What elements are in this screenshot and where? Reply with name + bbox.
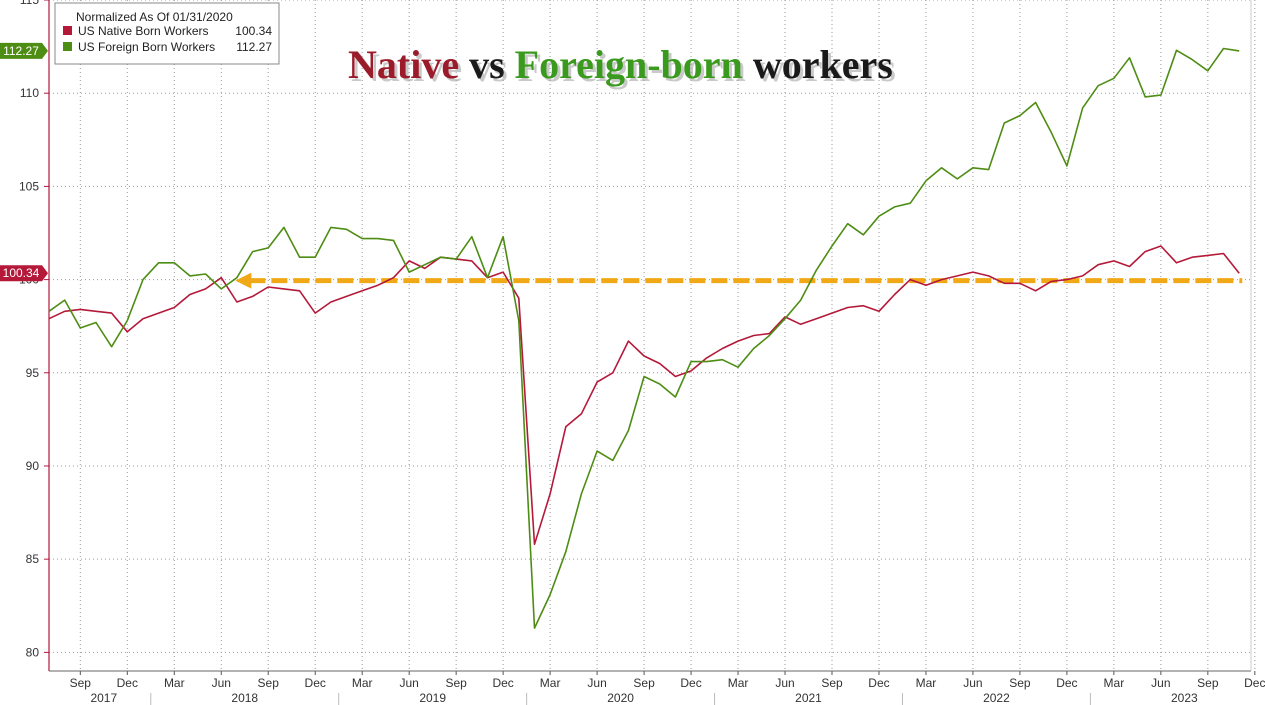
badge-shape <box>0 42 48 59</box>
title-part: vs <box>459 42 515 87</box>
y-tick-label: 80 <box>26 645 40 659</box>
x-tick-label: Dec <box>680 676 701 690</box>
last-value-badge-foreign: 112.27 <box>0 42 48 59</box>
title-shadow-part: vs <box>462 45 518 90</box>
x-tick-label: Jun <box>775 676 794 690</box>
series-line-native <box>48 245 1240 546</box>
x-tick-label: Jun <box>587 676 606 690</box>
x-tick-label: Dec <box>492 676 513 690</box>
last-value-badge-native: 100.34 <box>0 265 48 282</box>
x-tick-label: Dec <box>868 676 889 690</box>
x-year-label: 2023 <box>1171 691 1198 705</box>
x-tick-label: Mar <box>1104 676 1125 690</box>
legend-frame <box>54 2 280 65</box>
x-tick-label: Sep <box>70 676 92 690</box>
x-tick-label: Jun <box>400 676 419 690</box>
legend-series-value: 112.27 <box>236 40 272 54</box>
badge-value: 112.27 <box>3 44 39 58</box>
x-year-label: 2018 <box>231 691 258 705</box>
y-tick-label: 115 <box>20 0 39 7</box>
x-tick-label: Sep <box>258 676 280 690</box>
x-tick-label: Jun <box>212 676 231 690</box>
axes <box>44 0 1256 705</box>
y-tick-label: 95 <box>26 366 40 380</box>
x-tick-label: Dec <box>1244 676 1265 690</box>
x-tick-label: Sep <box>1009 676 1031 690</box>
grid-lines <box>49 0 1256 671</box>
x-tick-label: Mar <box>540 676 561 690</box>
reference-arrowhead <box>235 272 252 289</box>
series-lines <box>48 47 1240 629</box>
x-tick-label: Sep <box>1197 676 1219 690</box>
title: Native vs Foreign-born workers <box>348 42 893 87</box>
title-shadow-part: Native <box>351 45 462 90</box>
title-shadow-part: Foreign-born <box>518 45 746 90</box>
title-part: workers <box>743 42 893 87</box>
title-shadow: Native vs Foreign-born workers <box>351 45 896 90</box>
y-tick-label: 105 <box>19 179 39 193</box>
x-year-label: 2017 <box>90 691 117 705</box>
title-part: Native <box>348 42 459 87</box>
x-year-label: 2022 <box>983 691 1010 705</box>
x-tick-label: Sep <box>445 676 467 690</box>
title-part: Foreign-born <box>515 42 743 87</box>
legend-header: Normalized As Of 01/31/2020 <box>76 10 233 24</box>
x-tick-label: Sep <box>821 676 843 690</box>
reference-arrow <box>235 272 1243 289</box>
title-shadow-part: workers <box>746 45 896 90</box>
legend-series-value: 100.34 <box>235 24 272 38</box>
legend-series-name: US Foreign Born Workers <box>78 40 215 54</box>
x-tick-label: Sep <box>633 676 655 690</box>
x-tick-label: Mar <box>352 676 373 690</box>
x-tick-label: Mar <box>728 676 749 690</box>
y-tick-label: 90 <box>26 459 40 473</box>
x-year-label: 2021 <box>795 691 822 705</box>
badge-shape <box>0 265 48 282</box>
y-tick-label: 85 <box>26 552 40 566</box>
y-tick-label: 110 <box>20 86 39 100</box>
x-tick-label: Dec <box>117 676 138 690</box>
legend-swatch <box>63 42 72 51</box>
x-tick-label: Jun <box>1151 676 1170 690</box>
x-year-label: 2020 <box>607 691 634 705</box>
x-tick-label: Mar <box>164 676 185 690</box>
x-year-label: 2019 <box>419 691 446 705</box>
legend-series-name: US Native Born Workers <box>78 24 208 38</box>
x-tick-label: Jun <box>963 676 982 690</box>
x-tick-label: Mar <box>916 676 937 690</box>
x-tick-label: Dec <box>1056 676 1077 690</box>
badge-value: 100.34 <box>3 266 40 280</box>
series-line-foreign <box>48 47 1240 629</box>
legend-swatch <box>63 26 72 35</box>
x-tick-label: Dec <box>305 676 326 690</box>
